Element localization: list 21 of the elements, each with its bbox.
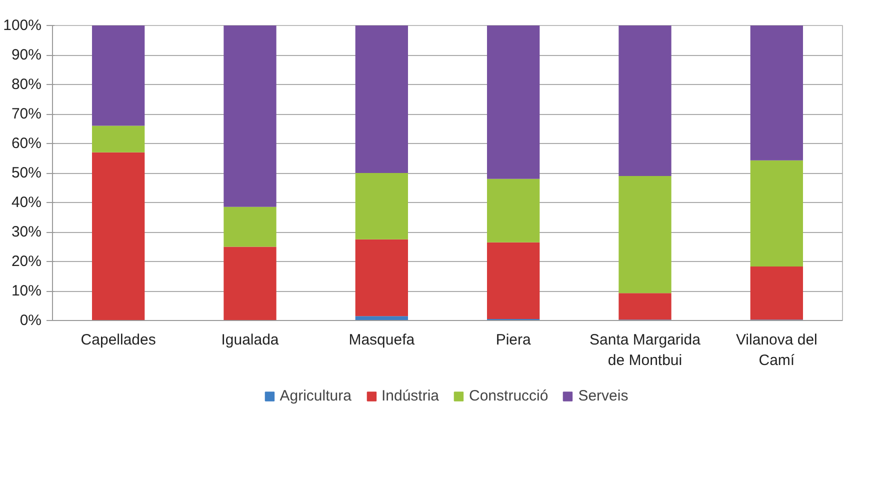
legend-label: Construcció (469, 388, 548, 404)
x-tick-label: Piera (496, 332, 532, 348)
y-tick-label: 40% (11, 194, 42, 211)
legend-label: Agricultura (280, 388, 352, 404)
x-tick-label: Igualada (221, 332, 280, 348)
y-tick-label: 60% (11, 135, 42, 152)
x-tick-label: Santa Margarida de Montbui (590, 332, 702, 369)
y-tick-label: 20% (11, 253, 42, 270)
x-tick-label: Masquefa (348, 332, 416, 348)
x-tick-label: Capellades (80, 332, 156, 348)
y-tick-label: 30% (11, 224, 42, 240)
y-tick-label: 100% (3, 17, 42, 34)
y-tick-label: 90% (11, 46, 42, 64)
y-tick-label: 0% (20, 312, 42, 329)
legend-label: Serveis (578, 388, 628, 404)
legend-label: Indústria (381, 388, 440, 404)
y-tick-label: 80% (11, 76, 42, 93)
y-tick-label: 10% (11, 282, 42, 300)
y-tick-label: 50% (11, 164, 42, 182)
x-tick-label: Vilanova del Camí (736, 332, 818, 369)
y-tick-label: 70% (11, 106, 42, 122)
